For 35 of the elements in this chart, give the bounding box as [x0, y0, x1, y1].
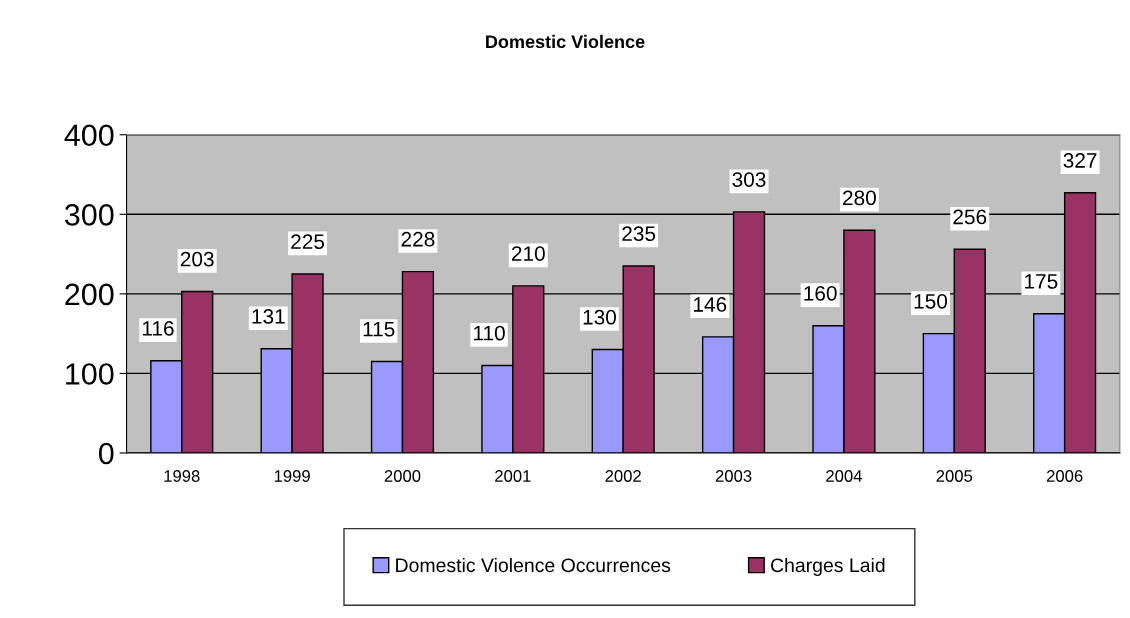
data-label: 150 — [914, 293, 948, 309]
data-label: 280 — [843, 190, 876, 206]
legend-label: Domestic Violence Occurrences — [396, 557, 671, 573]
data-label: 256 — [953, 209, 987, 225]
x-tick-label: 1998 — [164, 470, 200, 482]
x-tick-label: 2000 — [384, 470, 421, 482]
x-tick-label: 2002 — [605, 470, 641, 482]
data-label: 210 — [511, 246, 545, 261]
x-tick-label: 1999 — [274, 470, 310, 482]
data-label: 146 — [693, 297, 727, 312]
data-label: 116 — [142, 320, 174, 336]
data-label: 130 — [583, 309, 616, 325]
y-tick-label: 100 — [66, 363, 114, 385]
data-label: 131 — [252, 309, 285, 324]
data-label: 327 — [1063, 153, 1097, 168]
legend-label: Charges Laid — [771, 557, 885, 577]
y-tick-label: 300 — [64, 204, 114, 226]
x-tick-label: 2003 — [715, 470, 752, 482]
chart-title: Domestic Violence — [486, 34, 645, 49]
data-label: 225 — [291, 234, 325, 249]
y-tick-label: 0 — [98, 442, 114, 465]
data-label: 175 — [1025, 274, 1058, 289]
data-label: 115 — [363, 321, 395, 337]
data-label: 303 — [732, 172, 766, 187]
x-tick-label: 2004 — [826, 470, 862, 482]
data-label: 203 — [180, 251, 214, 267]
y-tick-label: 200 — [65, 283, 114, 306]
x-tick-label: 2001 — [495, 470, 531, 482]
data-label: 160 — [804, 285, 837, 301]
x-tick-label: 2005 — [936, 470, 973, 482]
y-tick-label: 400 — [64, 124, 114, 147]
data-label: 228 — [401, 231, 435, 247]
data-label: 110 — [474, 325, 505, 341]
data-label: 235 — [622, 226, 656, 242]
x-tick-label: 2006 — [1046, 470, 1083, 482]
